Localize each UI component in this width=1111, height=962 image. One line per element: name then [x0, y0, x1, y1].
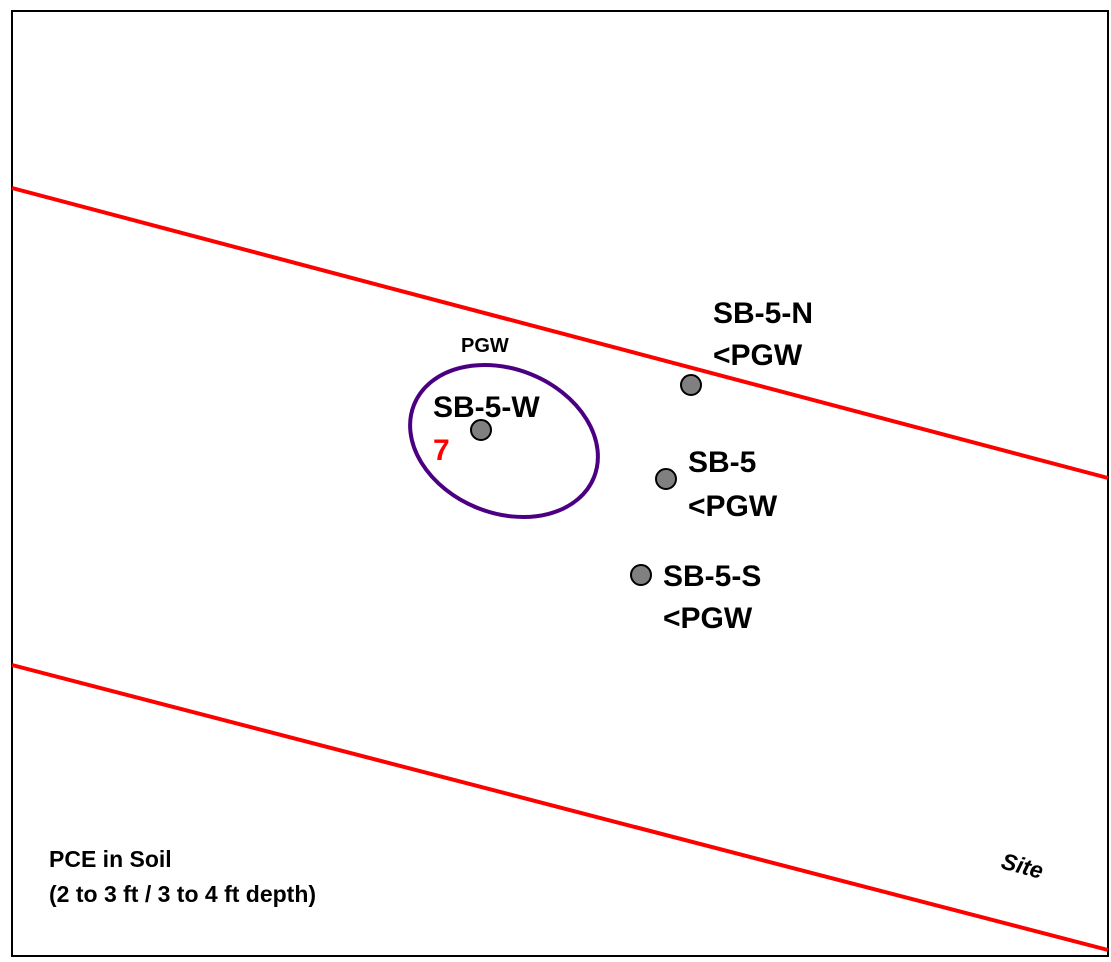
sample-value-sb-5-w: 7 [433, 434, 450, 467]
sample-point-sb-5-n[interactable] [680, 374, 702, 396]
sample-point-sb-5[interactable] [655, 468, 677, 490]
legend-title: PCE in Soil [49, 846, 172, 872]
pgw-contour [408, 362, 600, 520]
legend-subtitle: (2 to 3 ft / 3 to 4 ft depth) [49, 881, 316, 907]
sample-id-sb-5-n: SB-5-N [713, 297, 813, 330]
site-boundary-north [11, 186, 1109, 480]
sample-id-sb-5-s: SB-5-S [663, 560, 761, 593]
contour-label: PGW [461, 335, 509, 357]
sample-value-sb-5: <PGW [688, 490, 778, 523]
map-frame [11, 10, 1109, 957]
sample-id-sb-5: SB-5 [688, 446, 756, 479]
sample-point-sb-5-s[interactable] [630, 564, 652, 586]
site-boundary-south [11, 663, 1109, 952]
sample-id-sb-5-w: SB-5-W [433, 391, 540, 424]
sample-value-sb-5-n: <PGW [713, 339, 803, 372]
site-label: Site [999, 848, 1047, 884]
sample-value-sb-5-s: <PGW [663, 602, 753, 635]
sample-point-sb-5-w[interactable] [470, 419, 492, 441]
